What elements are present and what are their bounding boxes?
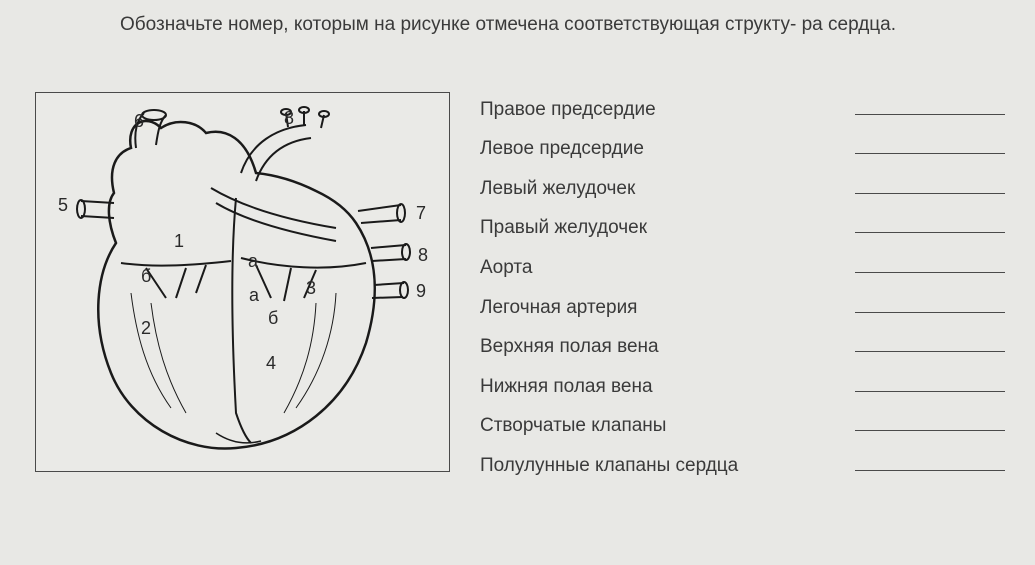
term-row: Легочная артерия [480, 295, 1005, 319]
term-label: Створчатые клапаны [480, 415, 666, 437]
diagram-label-a-mid: а [249, 285, 259, 306]
term-row: Полулунные клапаны сердца [480, 453, 1005, 477]
answer-blank[interactable] [855, 453, 1005, 471]
diagram-label-1: 1 [174, 231, 184, 252]
term-row: Левый желудочек [480, 176, 1005, 200]
term-label: Легочная артерия [480, 297, 637, 319]
answer-blank[interactable] [855, 137, 1005, 155]
answer-blank[interactable] [855, 335, 1005, 353]
term-row: Правый желудочек [480, 216, 1005, 240]
term-row: Створчатые клапаны [480, 414, 1005, 438]
answer-blank[interactable] [855, 255, 1005, 273]
term-label: Полулунные клапаны сердца [480, 455, 738, 477]
diagram-label-2: 2 [141, 318, 151, 339]
diagram-label-a-top: а [248, 251, 258, 272]
diagram-label-8-right: 8 [418, 245, 428, 266]
diagram-label-b-left: б [141, 266, 151, 287]
diagram-label-b-right: б [268, 308, 278, 329]
term-row: Верхняя полая вена [480, 335, 1005, 359]
term-label: Левое предсердие [480, 138, 644, 160]
term-row: Левое предсердие [480, 137, 1005, 161]
diagram-label-3: 3 [306, 278, 316, 299]
answer-blank[interactable] [855, 216, 1005, 234]
term-label: Левый желудочек [480, 178, 635, 200]
diagram-label-4: 4 [266, 353, 276, 374]
answer-blank[interactable] [855, 97, 1005, 115]
instruction-text: Обозначьте номер, которым на рисунке отм… [120, 12, 995, 39]
terms-list: Правое предсердие Левое предсердие Левый… [480, 97, 1005, 493]
diagram-label-7: 7 [416, 203, 426, 224]
term-label: Правый желудочек [480, 217, 647, 239]
term-label: Аорта [480, 257, 532, 279]
heart-diagram [36, 93, 451, 473]
answer-blank[interactable] [855, 414, 1005, 432]
diagram-label-9: 9 [416, 281, 426, 302]
answer-blank[interactable] [855, 295, 1005, 313]
diagram-label-8-top: 8 [284, 108, 294, 129]
answer-blank[interactable] [855, 374, 1005, 392]
diagram-label-6: 6 [134, 111, 144, 132]
heart-diagram-frame: 6 8 5 7 1 8 б а 3 9 а 2 б 4 [35, 92, 450, 472]
term-row: Правое предсердие [480, 97, 1005, 121]
term-row: Нижняя полая вена [480, 374, 1005, 398]
term-label: Верхняя полая вена [480, 336, 659, 358]
term-label: Правое предсердие [480, 99, 656, 121]
term-label: Нижняя полая вена [480, 376, 653, 398]
answer-blank[interactable] [855, 176, 1005, 194]
diagram-label-5: 5 [58, 195, 68, 216]
term-row: Аорта [480, 255, 1005, 279]
